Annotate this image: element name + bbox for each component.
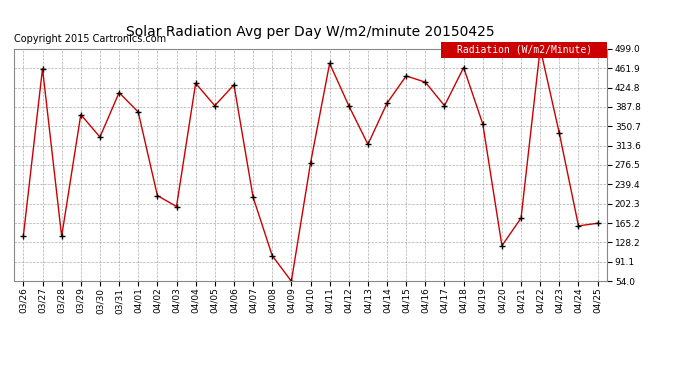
Title: Solar Radiation Avg per Day W/m2/minute 20150425: Solar Radiation Avg per Day W/m2/minute …: [126, 25, 495, 39]
Text: Copyright 2015 Cartronics.com: Copyright 2015 Cartronics.com: [14, 34, 166, 44]
